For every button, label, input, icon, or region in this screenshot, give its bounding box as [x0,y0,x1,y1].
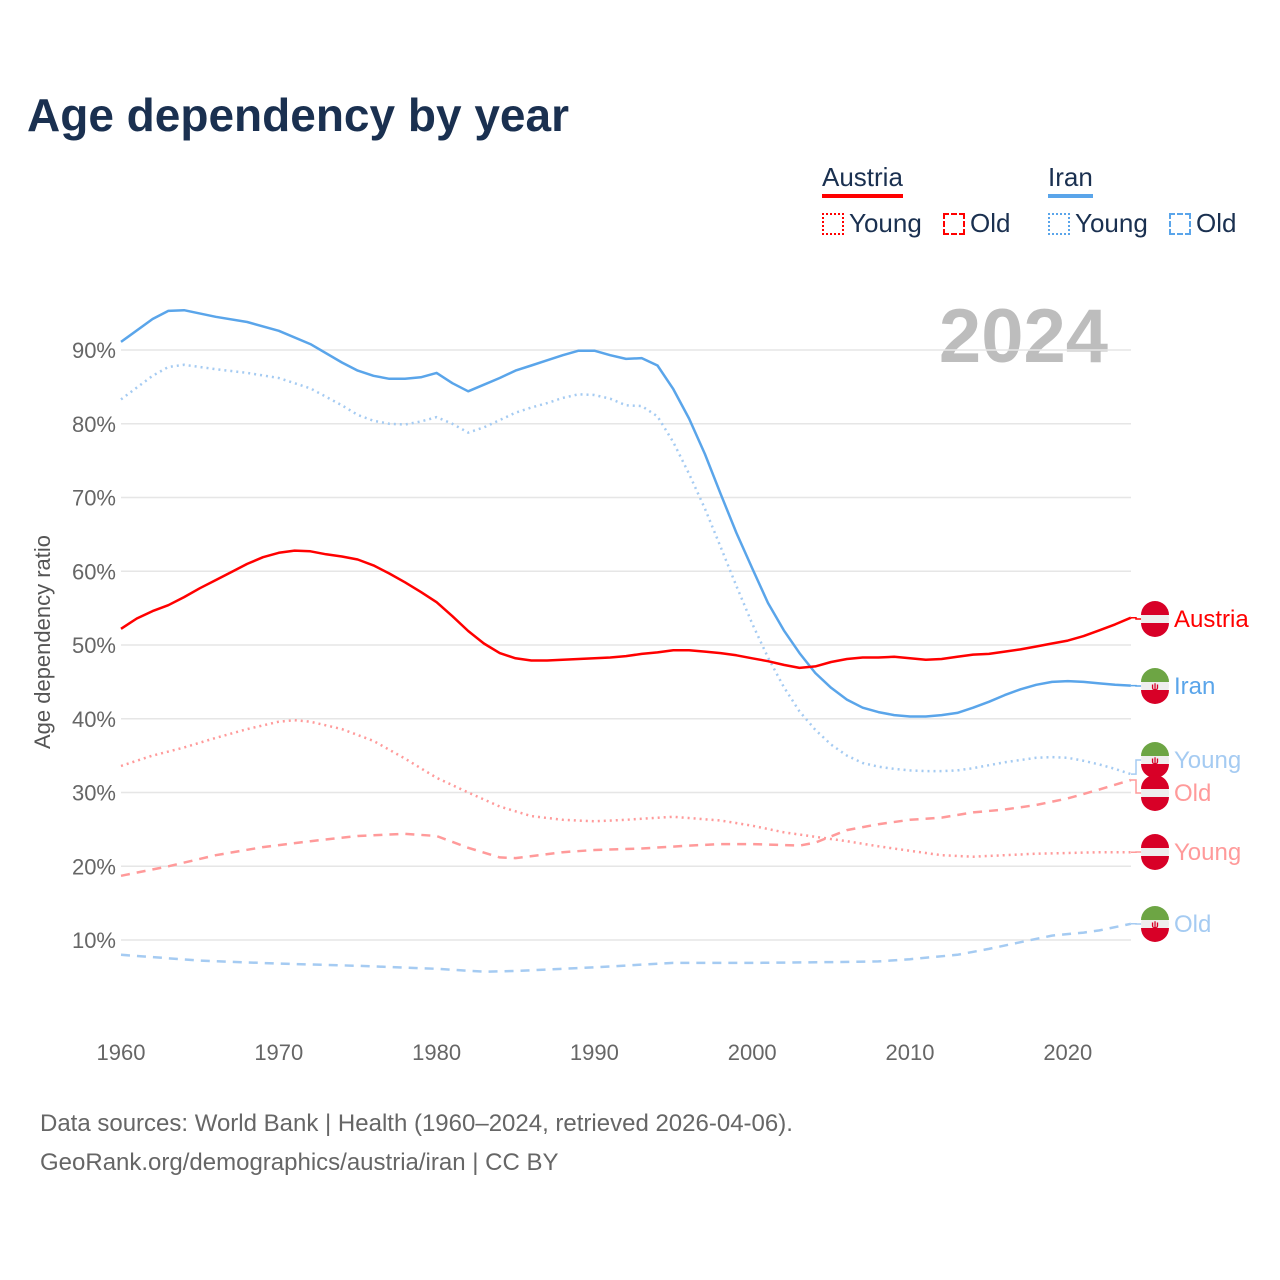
x-tick-label: 1970 [254,1040,303,1065]
svg-text:ψ: ψ [1151,920,1159,931]
legend-iran-total[interactable]: Iran [1048,162,1093,198]
series-line-iran-young[interactable] [120,363,1132,776]
series-line-iran[interactable] [120,308,1131,718]
legend-label: Old [1196,208,1237,238]
label-connector [1131,616,1142,620]
dashed-swatch-icon [943,212,966,235]
y-tick-label: 40% [72,707,116,732]
data-source-text: Data sources: World Bank | Health (1960–… [40,1110,793,1137]
iran-flag-icon: ψ [1141,906,1169,942]
y-tick-label: 80% [72,412,116,437]
austria-flag-icon [1141,834,1169,870]
series-line-austria[interactable] [120,549,1132,670]
svg-text:ψ: ψ [1151,756,1159,767]
svg-text:ψ: ψ [1151,682,1159,693]
y-axis-label: Age dependency ratio [30,535,55,749]
legend-label: Young [849,208,922,238]
y-tick-label: 90% [72,338,116,363]
series-end-label: Old [1174,911,1211,938]
series-line-austria-old[interactable] [120,778,1132,878]
legend-austria-total[interactable]: Austria [822,162,903,198]
x-tick-label: 1960 [97,1040,146,1065]
legend-iran: Iran Young Old [1048,162,1251,242]
legend-label: Old [970,208,1011,238]
series-line-austria-young[interactable] [120,718,1131,858]
y-tick-label: 50% [72,633,116,658]
attribution-link[interactable]: GeoRank.org/demographics/austria/iran | … [40,1149,559,1176]
series-end-label: Austria [1174,606,1249,633]
series-line-iran-old[interactable] [120,922,1132,973]
x-tick-label: 1980 [412,1040,461,1065]
dashed-swatch-icon [1169,212,1192,235]
y-tick-label: 20% [72,854,116,879]
y-tick-label: 70% [72,486,116,511]
legend-iran-young[interactable]: Young [1048,208,1148,239]
y-tick-label: 60% [72,559,116,584]
y-tick-label: 10% [72,928,116,953]
legend-austria-young[interactable]: Young [822,208,922,239]
dotted-swatch-icon [1048,212,1070,235]
dotted-swatch-icon [822,212,844,235]
series-end-label: Young [1174,839,1241,866]
legend-austria: Austria Young Old [822,162,1025,242]
x-tick-label: 2000 [728,1040,777,1065]
x-tick-label: 2020 [1043,1040,1092,1065]
label-connector [1131,759,1142,775]
legend-austria-old[interactable]: Old [943,208,1011,239]
iran-flag-icon: ψ [1141,668,1169,704]
series-end-label: Iran [1174,673,1215,700]
legend-iran-old[interactable]: Old [1169,208,1237,239]
series-end-label: Old [1174,780,1211,807]
x-tick-label: 1990 [570,1040,619,1065]
x-tick-label: 2010 [886,1040,935,1065]
label-connector [1131,779,1142,794]
iran-flag-icon: ψ [1141,742,1169,778]
chart-title: Age dependency by year [27,89,569,141]
series-end-label: Young [1174,747,1241,774]
year-watermark: 2024 [939,294,1108,379]
austria-flag-icon [1141,775,1169,811]
austria-flag-icon [1141,601,1169,637]
y-tick-label: 30% [72,781,116,806]
legend-label: Young [1075,208,1148,238]
